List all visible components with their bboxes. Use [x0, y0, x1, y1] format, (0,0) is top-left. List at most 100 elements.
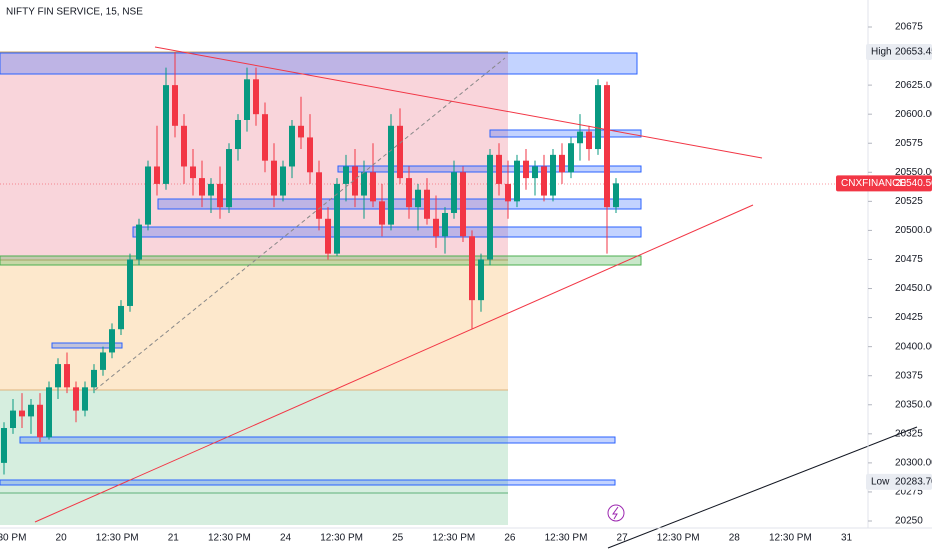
y-tick-label: 20625.00	[895, 80, 932, 91]
candle-body	[325, 218, 331, 254]
candle-body	[370, 172, 376, 202]
y-tick-label: 20350.00	[895, 399, 932, 410]
y-tick-label: 20300.00	[895, 458, 932, 469]
candle-body	[181, 125, 187, 167]
x-tick-label: 12:30 PM	[432, 533, 475, 544]
candle-body	[55, 364, 61, 388]
candle-body	[226, 149, 232, 208]
candle-body	[460, 172, 466, 237]
candle-body	[109, 329, 115, 353]
candle-body	[217, 183, 223, 208]
candle-body	[19, 410, 25, 417]
y-tick-label: 20425	[895, 312, 923, 323]
candle-body	[343, 166, 349, 184]
x-tick-label: 20	[56, 533, 68, 544]
candle-body	[406, 178, 412, 208]
candle-body	[163, 85, 169, 184]
candle-body	[595, 85, 601, 150]
zone	[0, 260, 508, 390]
low-tag-label: Low	[871, 476, 890, 487]
candle-body	[469, 236, 475, 301]
candle-body	[244, 79, 250, 120]
y-tick-label: 20550.00	[895, 167, 932, 178]
candle-body	[478, 259, 484, 301]
chart-title: NIFTY FIN SERVICE, 15, NSE	[6, 7, 143, 18]
event-icon[interactable]	[607, 504, 625, 522]
candle-body	[37, 404, 43, 438]
last-tag-label: CNXFINANCE	[841, 178, 906, 189]
candle-body	[361, 172, 367, 196]
high-tag-value: 20653.45	[895, 47, 932, 58]
x-tick-label: 12:30 PM	[208, 533, 251, 544]
y-tick-label: 20475	[895, 254, 923, 265]
candle-body	[253, 79, 259, 115]
y-tick-label: 20675	[895, 22, 923, 33]
zones	[0, 52, 642, 486]
event-icon-bolt	[612, 506, 619, 520]
candle-body	[118, 305, 124, 330]
box	[489, 129, 642, 138]
candle-body	[271, 160, 277, 196]
x-tick-label: 12:30 PM	[0, 533, 26, 544]
candle-body	[262, 114, 268, 161]
trend-line	[154, 46, 763, 159]
candle-body	[1, 428, 7, 463]
box	[0, 479, 616, 486]
x-tick-label: 27	[617, 533, 629, 544]
candle-body	[199, 178, 205, 196]
low-tag-bg	[866, 473, 932, 490]
x-tick-label: 12:30 PM	[545, 533, 588, 544]
candle-body	[613, 183, 619, 208]
box	[19, 436, 616, 444]
x-tick-label: 28	[729, 533, 741, 544]
candle-body	[289, 125, 295, 167]
candle-body	[145, 166, 151, 225]
candle-body	[586, 131, 592, 150]
candle-body	[127, 259, 133, 306]
candle-body	[514, 160, 520, 202]
y-tick-label: 20400.00	[895, 341, 932, 352]
trend-line	[94, 57, 506, 391]
candle-body	[397, 125, 403, 179]
candle-body	[532, 166, 538, 179]
candle-body	[523, 160, 529, 179]
candle-body	[10, 410, 16, 429]
x-tick-label: 25	[392, 533, 404, 544]
y-tick-label: 20375	[895, 370, 923, 381]
x-tick-label: 31	[841, 533, 853, 544]
candle-body	[559, 154, 565, 173]
candle-body	[316, 172, 322, 219]
candle-body	[73, 387, 79, 411]
x-tick-label: 26	[504, 533, 516, 544]
candle-body	[46, 387, 52, 438]
candle-body	[136, 224, 142, 260]
candle-body	[172, 85, 178, 126]
candle-body	[190, 166, 196, 179]
x-tick-label: 24	[280, 533, 292, 544]
candle-body	[415, 189, 421, 208]
candle-body	[64, 364, 70, 388]
x-tick-label: 12:30 PM	[657, 533, 700, 544]
candle-body	[433, 218, 439, 237]
candle-body	[208, 183, 214, 196]
last-tag-bg	[836, 175, 932, 192]
high-tag-bg	[866, 44, 932, 61]
candle-body	[388, 125, 394, 225]
y-tick-label: 20600.00	[895, 109, 932, 120]
x-tick-label: 21	[168, 533, 180, 544]
candle-body	[541, 166, 547, 196]
candle-body	[100, 352, 106, 370]
y-tick-label: 20500.00	[895, 225, 932, 236]
y-tick-label: 20575	[895, 138, 923, 149]
trend-line	[34, 204, 754, 523]
x-tick-label: 12:30 PM	[96, 533, 139, 544]
candle-body	[82, 387, 88, 411]
candle-body	[505, 183, 511, 202]
y-tick-label: 20275	[895, 487, 923, 498]
y-tick-label: 20325	[895, 428, 923, 439]
candle-body	[451, 172, 457, 213]
y-tick-label: 20525	[895, 196, 923, 207]
x-tick-label: 12:30 PM	[769, 533, 812, 544]
candle-body	[442, 212, 448, 237]
